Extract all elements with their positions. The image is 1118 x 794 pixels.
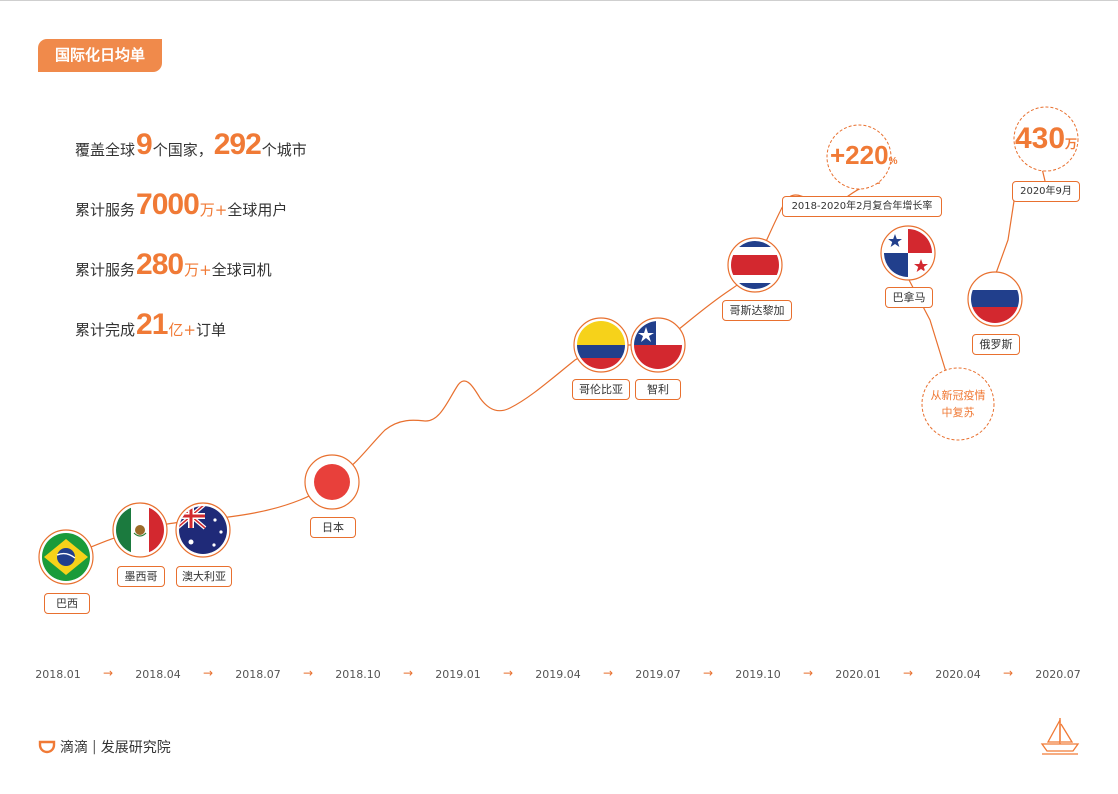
section-tag: 国际化日均单 bbox=[38, 39, 162, 72]
x-tick-label: 2019.07 bbox=[635, 668, 681, 681]
mexico-flag bbox=[112, 502, 168, 558]
x-tick-label: 2019.01 bbox=[435, 668, 481, 681]
didi-logo-icon bbox=[38, 740, 56, 754]
stat-text: 全球司机 bbox=[211, 261, 272, 279]
milestone-label-australia: 澳大利亚 bbox=[176, 566, 232, 587]
arrow-right-icon: → bbox=[102, 666, 114, 680]
top-divider bbox=[0, 0, 1118, 1]
x-tick-label: 2019.04 bbox=[535, 668, 581, 681]
australia-flag bbox=[175, 502, 231, 558]
stat-countries: 覆盖全球 9 个国家， 292 个城市 bbox=[75, 100, 307, 160]
milestone-label-mexico: 墨西哥 bbox=[117, 566, 165, 587]
growth-value: +220 bbox=[830, 140, 889, 170]
stat-text: 全球用户 bbox=[227, 201, 288, 219]
stat-text: 个城市 bbox=[261, 141, 307, 159]
final-unit: 万 bbox=[1065, 137, 1078, 151]
x-tick-label: 2018.10 bbox=[335, 668, 381, 681]
stat-drivers: 累计服务 280 万+ 全球司机 bbox=[75, 220, 307, 280]
recovery-line-2: 中复苏 bbox=[941, 406, 975, 419]
stat-number: 21 bbox=[136, 308, 168, 341]
stat-text: 累计服务 bbox=[75, 201, 136, 219]
growth-value-group: +220% bbox=[830, 140, 897, 171]
footer-divider: | bbox=[92, 739, 97, 755]
recovery-dashed-circle bbox=[921, 367, 995, 441]
arrow-right-icon: → bbox=[1002, 666, 1014, 680]
milestone-label-brazil: 巴西 bbox=[44, 593, 90, 614]
footer-brand-name: 滴滴 bbox=[60, 740, 88, 756]
milestone-label-colombia: 哥伦比亚 bbox=[572, 379, 630, 400]
russia-connector bbox=[994, 159, 1046, 277]
stat-unit: 万+ bbox=[184, 261, 212, 279]
stat-text: 覆盖全球 bbox=[75, 141, 136, 159]
growth-label: 2018-2020年2月复合年增长率 bbox=[782, 196, 942, 217]
final-value: 430 bbox=[1014, 122, 1066, 155]
milestone-label-costa-rica: 哥斯达黎加 bbox=[722, 300, 792, 321]
arrow-right-icon: → bbox=[802, 666, 814, 680]
x-tick-label: 2020.01 bbox=[835, 668, 881, 681]
colombia-flag bbox=[573, 317, 629, 373]
arrow-right-icon: → bbox=[602, 666, 614, 680]
final-value-circle bbox=[1013, 106, 1079, 172]
arrow-right-icon: → bbox=[902, 666, 914, 680]
footer-dept: 发展研究院 bbox=[100, 740, 171, 756]
x-tick-label: 2019.10 bbox=[735, 668, 781, 681]
russia-flag bbox=[967, 271, 1023, 327]
stat-number: 292 bbox=[213, 128, 262, 161]
growth-unit: % bbox=[888, 156, 898, 167]
growth-dashed-circle bbox=[826, 124, 892, 190]
panama-flag bbox=[880, 225, 936, 281]
x-tick-label: 2018.04 bbox=[135, 668, 181, 681]
stat-text: 个国家， bbox=[152, 141, 213, 159]
stat-unit: 万+ bbox=[199, 201, 228, 219]
milestone-label-panama: 巴拿马 bbox=[885, 287, 933, 308]
stat-users: 累计服务 7000 万+ 全球用户 bbox=[75, 160, 307, 220]
footer-brand: 滴滴 | 发展研究院 bbox=[38, 737, 171, 757]
stat-number: 7000 bbox=[136, 188, 200, 221]
stat-unit: 亿+ bbox=[168, 321, 196, 339]
stat-number: 280 bbox=[136, 248, 184, 281]
stat-number: 9 bbox=[136, 128, 153, 161]
arrow-right-icon: → bbox=[502, 666, 514, 680]
stat-text: 订单 bbox=[195, 321, 226, 339]
milestone-label-japan: 日本 bbox=[310, 517, 356, 538]
arrow-right-icon: → bbox=[302, 666, 314, 680]
milestone-label-chile: 智利 bbox=[635, 379, 681, 400]
costa-rica-flag bbox=[727, 237, 783, 293]
chile-flag bbox=[630, 317, 686, 373]
x-tick-label: 2020.04 bbox=[935, 668, 981, 681]
final-date-label: 2020年9月 bbox=[1012, 181, 1080, 202]
sailboat-icon bbox=[1040, 718, 1080, 755]
x-tick-label: 2018.01 bbox=[35, 668, 81, 681]
arrow-right-icon: → bbox=[202, 666, 214, 680]
x-tick-label: 2020.07 bbox=[1035, 668, 1081, 681]
arrow-right-icon: → bbox=[702, 666, 714, 680]
stat-text: 累计服务 bbox=[75, 261, 136, 279]
arrow-right-icon: → bbox=[402, 666, 414, 680]
recovery-line-1: 从新冠疫情 bbox=[930, 389, 986, 402]
stats-list: 覆盖全球 9 个国家， 292 个城市 累计服务 7000 万+ 全球用户 累计… bbox=[75, 100, 307, 340]
recovery-annotation: 从新冠疫情 中复苏 bbox=[922, 387, 994, 421]
x-tick-label: 2018.07 bbox=[235, 668, 281, 681]
stat-orders: 累计完成 21 亿+ 订单 bbox=[75, 280, 307, 340]
japan-flag bbox=[304, 454, 360, 510]
brazil-flag bbox=[38, 529, 94, 585]
final-value-group: 430万 bbox=[1014, 122, 1078, 156]
stat-text: 累计完成 bbox=[75, 321, 136, 339]
milestone-label-russia: 俄罗斯 bbox=[972, 334, 1020, 355]
